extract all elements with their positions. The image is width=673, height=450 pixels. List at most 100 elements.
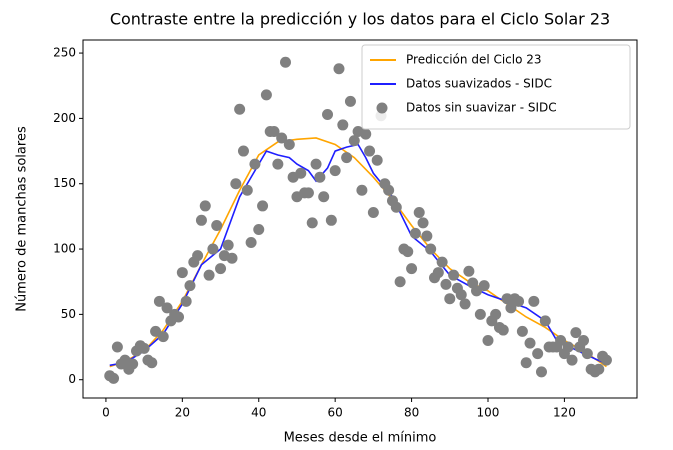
scatter-point (528, 295, 540, 307)
scatter-point (173, 311, 185, 323)
scatter-point (314, 171, 326, 183)
scatter-point (532, 348, 544, 360)
scatter-point (566, 354, 578, 366)
scatter-point (459, 298, 471, 310)
scatter-point (436, 256, 448, 268)
scatter-point (555, 335, 567, 347)
scatter-point (153, 295, 165, 307)
scatter-point (108, 372, 120, 384)
scatter-point (222, 239, 234, 251)
x-tick-label: 20 (175, 406, 190, 420)
scatter-point (497, 324, 509, 336)
scatter-point (383, 184, 395, 196)
scatter-point (371, 154, 383, 166)
scatter-point (593, 363, 605, 375)
scatter-point (333, 63, 345, 75)
scatter-point (138, 342, 150, 354)
scatter-point (234, 103, 246, 115)
scatter-point (501, 293, 513, 305)
scatter-point (348, 135, 360, 147)
scatter-point (184, 280, 196, 292)
scatter-point (402, 246, 414, 258)
scatter-point (344, 95, 356, 107)
scatter-point (524, 337, 536, 349)
legend-label: Datos suavizados - SIDC (406, 77, 552, 91)
scatter-point (444, 293, 456, 305)
scatter-point (520, 357, 532, 369)
scatter-point (318, 191, 330, 203)
scatter-point (310, 158, 322, 170)
scatter-point (230, 178, 242, 190)
scatter-point (211, 220, 223, 232)
scatter-point (241, 184, 253, 196)
y-tick-label: 200 (53, 111, 76, 125)
scatter-point (337, 119, 349, 131)
scatter-point (562, 341, 574, 353)
scatter-point (474, 308, 486, 320)
x-tick-label: 0 (102, 406, 110, 420)
scatter-point (539, 315, 551, 327)
scatter-point (516, 325, 528, 337)
scatter-point (207, 243, 219, 255)
scatter-point (257, 200, 269, 212)
scatter-point (176, 267, 188, 279)
scatter-point (578, 335, 590, 347)
series-line (109, 137, 607, 368)
y-axis-label: Número de manchas solares (15, 126, 30, 312)
scatter-point (180, 295, 192, 307)
scatter-point (570, 327, 582, 339)
scatter-point (302, 187, 314, 199)
series-line (109, 143, 607, 367)
scatter-point (157, 331, 169, 343)
legend-label: Predicción del Ciclo 23 (406, 53, 542, 67)
scatter-point (249, 158, 261, 170)
x-tick-label: 40 (251, 406, 266, 420)
scatter-point (272, 158, 284, 170)
y-tick-label: 250 (53, 46, 76, 60)
scatter-point (146, 357, 158, 369)
scatter-point (482, 335, 494, 347)
scatter-point (283, 139, 295, 151)
scatter-point (425, 243, 437, 255)
x-tick-label: 80 (404, 406, 419, 420)
plot-frame (82, 39, 638, 399)
scatter-point (322, 108, 334, 120)
scatter-point (406, 263, 418, 275)
scatter-point (490, 308, 502, 320)
scatter-point (455, 289, 467, 301)
scatter-point (276, 132, 288, 144)
scatter-point (478, 280, 490, 292)
chart-title: Contraste entre la predicción y los dato… (110, 10, 610, 29)
scatter-point (199, 200, 211, 212)
scatter-point (260, 89, 272, 101)
scatter-point (253, 223, 265, 235)
scatter-point (417, 217, 429, 229)
scatter-point (329, 165, 341, 177)
scatter-point (440, 278, 452, 290)
x-tick-label: 120 (553, 406, 576, 420)
legend-label: Datos sin suavizar - SIDC (406, 101, 557, 115)
scatter-point (505, 302, 517, 314)
y-tick-label: 100 (53, 242, 76, 256)
scatter-point (356, 184, 368, 196)
legend-marker (376, 102, 388, 114)
scatter-point (535, 366, 547, 378)
scatter-point (421, 230, 433, 242)
scatter-point (161, 302, 173, 314)
x-axis-label: Meses desde el mínimo (284, 431, 437, 446)
scatter-point (279, 56, 291, 68)
scatter-point (192, 250, 204, 262)
scatter-point (600, 354, 612, 366)
x-tick-label: 60 (328, 406, 343, 420)
scatter-point (237, 145, 249, 157)
x-tick-label: 100 (477, 406, 500, 420)
scatter-point (127, 358, 139, 370)
y-tick-label: 50 (61, 307, 76, 321)
y-tick-label: 0 (68, 372, 76, 386)
scatter-point (513, 295, 525, 307)
scatter-point (581, 348, 593, 360)
scatter-point (432, 267, 444, 279)
scatter-point (268, 125, 280, 137)
scatter-point (111, 341, 123, 353)
